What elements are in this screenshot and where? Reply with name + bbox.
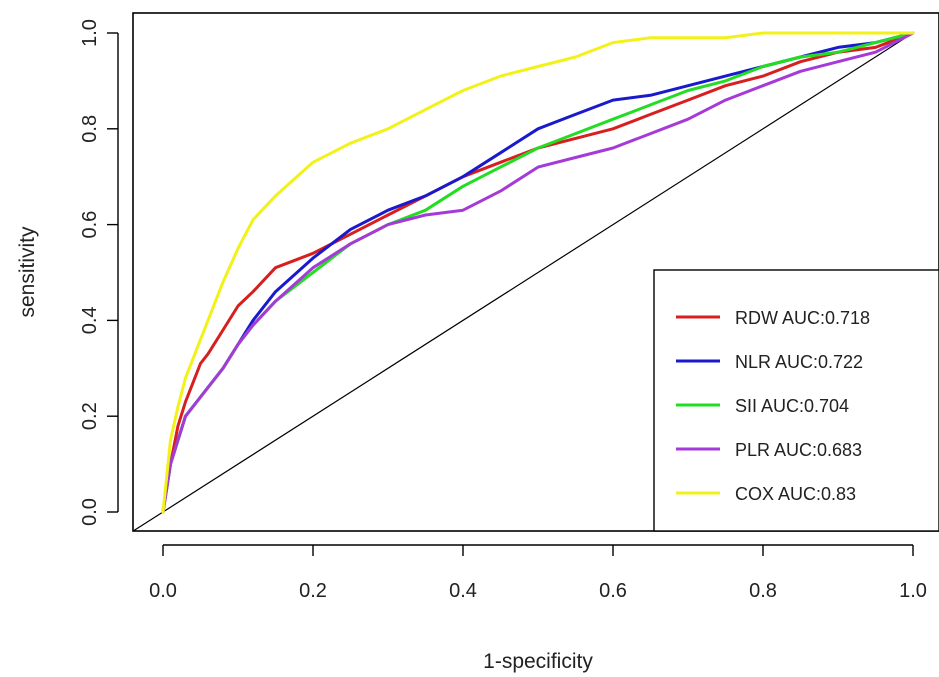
- legend-label: COX AUC:0.83: [735, 484, 856, 504]
- y-axis-ticks: 0.0 0.2 0.4 0.6 0.8 1.0: [79, 19, 118, 526]
- reference-diagonal-line: [132, 32, 914, 532]
- plot-frame: [132, 12, 939, 532]
- x-tick-label: 0.4: [449, 580, 477, 602]
- y-tick-label: 0.4: [79, 306, 101, 334]
- y-tick-label: 0.6: [79, 211, 101, 239]
- y-tick-label: 0.2: [79, 402, 101, 430]
- series-line-5: [161, 31, 915, 514]
- y-tick-label: 1.0: [79, 19, 101, 47]
- x-tick-label: 0.0: [149, 580, 177, 602]
- legend-label: PLR AUC:0.683: [735, 440, 862, 460]
- x-tick-label: 0.8: [749, 580, 777, 602]
- x-axis-ticks: 0.0 0.2 0.4 0.6 0.8 1.0: [149, 545, 927, 602]
- x-tick-label: 0.2: [299, 580, 327, 602]
- y-axis-title: sensitivity: [16, 226, 39, 318]
- x-tick-label: 1.0: [899, 580, 927, 602]
- legend-box: [653, 269, 939, 532]
- x-tick-label: 0.6: [599, 580, 627, 602]
- series-line-1: [161, 31, 915, 514]
- legend-label: RDW AUC:0.718: [735, 308, 870, 328]
- x-axis-title: 1-specificity: [483, 650, 593, 673]
- series-line-4: [161, 31, 915, 514]
- reference-line-layer: [132, 32, 914, 532]
- y-tick-label: 0.0: [79, 498, 101, 526]
- legend: RDW AUC:0.718 NLR AUC:0.722 SII AUC:0.704 P…: [653, 269, 939, 532]
- legend-label: SII AUC:0.704: [735, 396, 849, 416]
- series-layer: [161, 31, 915, 514]
- y-tick-label: 0.8: [79, 115, 101, 143]
- legend-label: NLR AUC:0.722: [735, 352, 863, 372]
